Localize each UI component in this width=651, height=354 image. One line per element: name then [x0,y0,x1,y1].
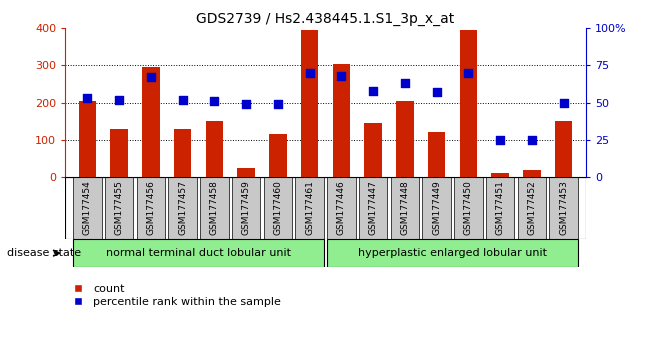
FancyBboxPatch shape [232,177,260,239]
Text: GSM177458: GSM177458 [210,180,219,235]
FancyBboxPatch shape [359,177,387,239]
FancyBboxPatch shape [296,177,324,239]
Bar [301,30,318,177]
FancyBboxPatch shape [73,177,102,239]
Text: GSM177450: GSM177450 [464,180,473,235]
Point [495,137,505,143]
Text: disease state: disease state [7,248,81,258]
Point [82,95,92,101]
Bar [460,30,477,177]
Bar [174,129,191,177]
Bar [492,173,509,177]
FancyBboxPatch shape [137,177,165,239]
Text: GSM177447: GSM177447 [368,180,378,235]
FancyBboxPatch shape [73,239,324,267]
FancyBboxPatch shape [169,177,197,239]
FancyBboxPatch shape [391,177,419,239]
Text: GSM177460: GSM177460 [273,180,283,235]
Point [177,97,187,103]
Text: GSM177446: GSM177446 [337,180,346,235]
Bar [428,132,445,177]
FancyBboxPatch shape [264,177,292,239]
Bar [365,123,382,177]
Point [559,100,569,105]
Bar [396,101,413,177]
Text: GSM177452: GSM177452 [527,180,536,235]
FancyBboxPatch shape [105,177,133,239]
Legend: count, percentile rank within the sample: count, percentile rank within the sample [71,282,283,310]
Point [114,97,124,103]
Text: GSM177449: GSM177449 [432,180,441,235]
FancyBboxPatch shape [422,177,451,239]
Text: GSM177453: GSM177453 [559,180,568,235]
Bar [206,121,223,177]
FancyBboxPatch shape [518,177,546,239]
Bar [523,170,540,177]
Bar [238,168,255,177]
FancyBboxPatch shape [454,177,482,239]
Text: GSM177459: GSM177459 [242,180,251,235]
FancyBboxPatch shape [549,177,578,239]
Text: normal terminal duct lobular unit: normal terminal duct lobular unit [106,248,291,258]
Bar [79,101,96,177]
Point [336,73,346,79]
Text: GSM177456: GSM177456 [146,180,156,235]
FancyBboxPatch shape [327,239,578,267]
Bar [555,121,572,177]
Bar [142,67,159,177]
FancyBboxPatch shape [200,177,229,239]
Bar [333,64,350,177]
Point [432,90,442,95]
Text: GSM177457: GSM177457 [178,180,187,235]
Text: GSM177455: GSM177455 [115,180,124,235]
Point [464,70,474,76]
Point [241,101,251,107]
Point [400,80,410,86]
Text: GSM177454: GSM177454 [83,180,92,235]
Bar [269,134,286,177]
Text: hyperplastic enlarged lobular unit: hyperplastic enlarged lobular unit [358,248,547,258]
FancyBboxPatch shape [486,177,514,239]
Point [273,101,283,107]
Text: GSM177448: GSM177448 [400,180,409,235]
Text: GSM177451: GSM177451 [495,180,505,235]
Point [527,137,537,143]
Title: GDS2739 / Hs2.438445.1.S1_3p_x_at: GDS2739 / Hs2.438445.1.S1_3p_x_at [197,12,454,26]
Point [368,88,378,93]
Text: GSM177461: GSM177461 [305,180,314,235]
Point [146,75,156,80]
Point [209,98,219,104]
Bar [111,129,128,177]
FancyBboxPatch shape [327,177,355,239]
Point [305,70,315,76]
